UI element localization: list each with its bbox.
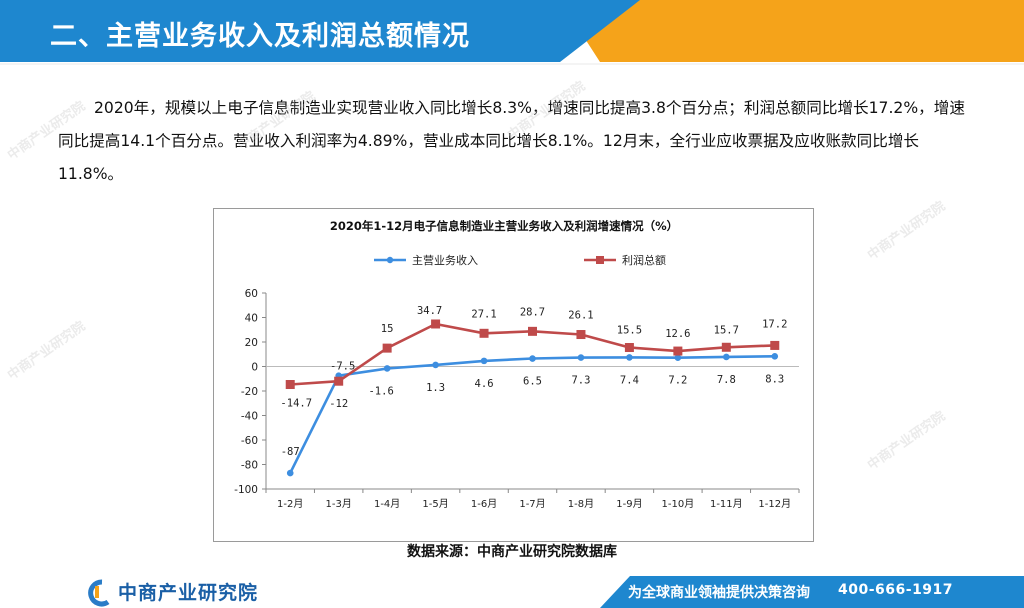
profit-data-label: 12.6 xyxy=(665,328,690,340)
line-chart: 2020年1-12月电子信息制造业主营业务收入及利润增速情况（%） 主营业务收入… xyxy=(213,208,814,542)
profit-point xyxy=(576,330,586,340)
x-tick-label: 1-4月 xyxy=(374,498,400,510)
profit-data-label: 28.7 xyxy=(520,306,545,318)
header-background xyxy=(0,0,1024,65)
legend-marker-revenue-icon xyxy=(386,256,394,264)
footer-background xyxy=(0,576,1024,608)
chart-title: 2020年1-12月电子信息制造业主营业务收入及利润增速情况（%） xyxy=(330,219,678,233)
revenue-data-label: 8.3 xyxy=(765,373,784,385)
x-tick-label: 1-12月 xyxy=(758,498,791,510)
x-tick-label: 1-3月 xyxy=(326,498,352,510)
y-tick-label: 40 xyxy=(245,313,258,325)
legend: 主营业务收入 利润总额 xyxy=(374,253,666,267)
x-tick-label: 1-8月 xyxy=(568,498,594,510)
chart-data-labels: -87 -7.5 -1.6 1.3 4.6 6.5 7.3 7.4 7.2 7.8 8.3 -14.7… xyxy=(280,305,787,458)
page-title: 二、主营业务收入及利润总额情况 xyxy=(50,21,470,52)
profit-data-label: 34.7 xyxy=(417,305,442,317)
y-tick-label: 20 xyxy=(245,337,258,349)
series-line-revenue xyxy=(289,355,775,474)
x-tick-label: 1-9月 xyxy=(616,498,642,510)
revenue-point xyxy=(674,354,682,361)
data-source: 数据来源：中商产业研究院数据库 xyxy=(407,544,617,560)
profit-point xyxy=(673,346,683,356)
summary-paragraph: 2020年，规模以上电子信息制造业实现营业收入同比增长8.3%，增速同比提高3.… xyxy=(58,99,965,183)
x-tick-label: 1-2月 xyxy=(277,498,303,510)
legend-label-revenue: 主营业务收入 xyxy=(412,253,478,267)
profit-point xyxy=(624,343,634,353)
revenue-point xyxy=(577,354,585,361)
legend-marker-profit-icon xyxy=(596,256,604,264)
y-tick-label: -20 xyxy=(241,386,258,398)
x-tick-label: 1-7月 xyxy=(519,498,545,510)
revenue-point xyxy=(432,361,439,369)
profit-point xyxy=(431,319,441,329)
watermark: 中商产业研究院 xyxy=(865,198,949,264)
header-banner: 二、主营业务收入及利润总额情况 xyxy=(0,0,1024,72)
y-tick-label: -100 xyxy=(234,484,258,496)
revenue-point xyxy=(626,354,633,361)
profit-point xyxy=(382,343,392,353)
x-tick-label: 1-5月 xyxy=(422,498,448,510)
chart-axes: 60 40 20 0 -20 -40 -60 -80 -100 1-2月 1-3月 1-4月 1-5月 1… xyxy=(234,288,800,510)
revenue-data-label: 7.2 xyxy=(668,375,687,387)
profit-point xyxy=(479,328,489,338)
footer-slogan: 为全球商业领袖提供决策咨询 xyxy=(628,585,810,601)
revenue-data-label: -87 xyxy=(281,446,300,458)
chart-series xyxy=(285,319,780,477)
revenue-point xyxy=(529,355,536,362)
revenue-data-label: 6.5 xyxy=(523,376,542,388)
y-tick-label: -60 xyxy=(241,435,258,447)
x-tick-label: 1-10月 xyxy=(662,498,695,510)
profit-data-label: 26.1 xyxy=(568,310,593,322)
company-name: 中商产业研究院 xyxy=(118,582,259,604)
profit-data-label: 15.5 xyxy=(617,325,642,337)
revenue-point xyxy=(286,469,294,477)
profit-data-label: -12 xyxy=(329,398,348,410)
profit-data-label: 27.1 xyxy=(471,308,496,320)
profit-point xyxy=(770,340,780,350)
watermark: 中商产业研究院 xyxy=(865,408,949,474)
company-logo-icon xyxy=(88,579,110,607)
chart-canvas: 2020年1-12月电子信息制造业主营业务收入及利润增速情况（%） 主营业务收入… xyxy=(234,219,800,510)
profit-point xyxy=(528,326,537,336)
y-tick-label: -80 xyxy=(241,460,258,472)
revenue-data-label: 7.4 xyxy=(620,374,639,386)
y-tick-label: 60 xyxy=(245,288,258,300)
revenue-point xyxy=(383,365,391,372)
revenue-point xyxy=(480,357,488,365)
watermark: 中商产业研究院 xyxy=(5,318,89,384)
profit-data-label: 15 xyxy=(381,323,394,335)
x-tick-label: 1-11月 xyxy=(710,498,743,510)
footer-bar xyxy=(0,576,1024,608)
revenue-data-label: -7.5 xyxy=(330,361,355,373)
revenue-point xyxy=(723,353,730,361)
revenue-data-label: -1.6 xyxy=(368,385,393,397)
profit-point xyxy=(721,342,731,352)
profit-point xyxy=(334,376,344,386)
legend-label-profit: 利润总额 xyxy=(622,253,666,267)
profit-data-label: -14.7 xyxy=(280,398,312,410)
y-tick-label: 0 xyxy=(251,362,258,374)
profit-data-label: 17.2 xyxy=(762,318,787,330)
revenue-data-label: 4.6 xyxy=(475,378,494,390)
x-tick-label: 1-6月 xyxy=(471,498,497,510)
revenue-point xyxy=(771,353,779,360)
profit-data-label: 15.7 xyxy=(714,324,739,336)
revenue-data-label: 1.3 xyxy=(426,382,445,394)
y-tick-label: -40 xyxy=(241,411,258,423)
footer-phone: 400-666-1917 xyxy=(838,582,954,598)
profit-point xyxy=(285,380,295,390)
revenue-data-label: 7.3 xyxy=(571,375,590,387)
revenue-data-label: 7.8 xyxy=(717,374,736,386)
